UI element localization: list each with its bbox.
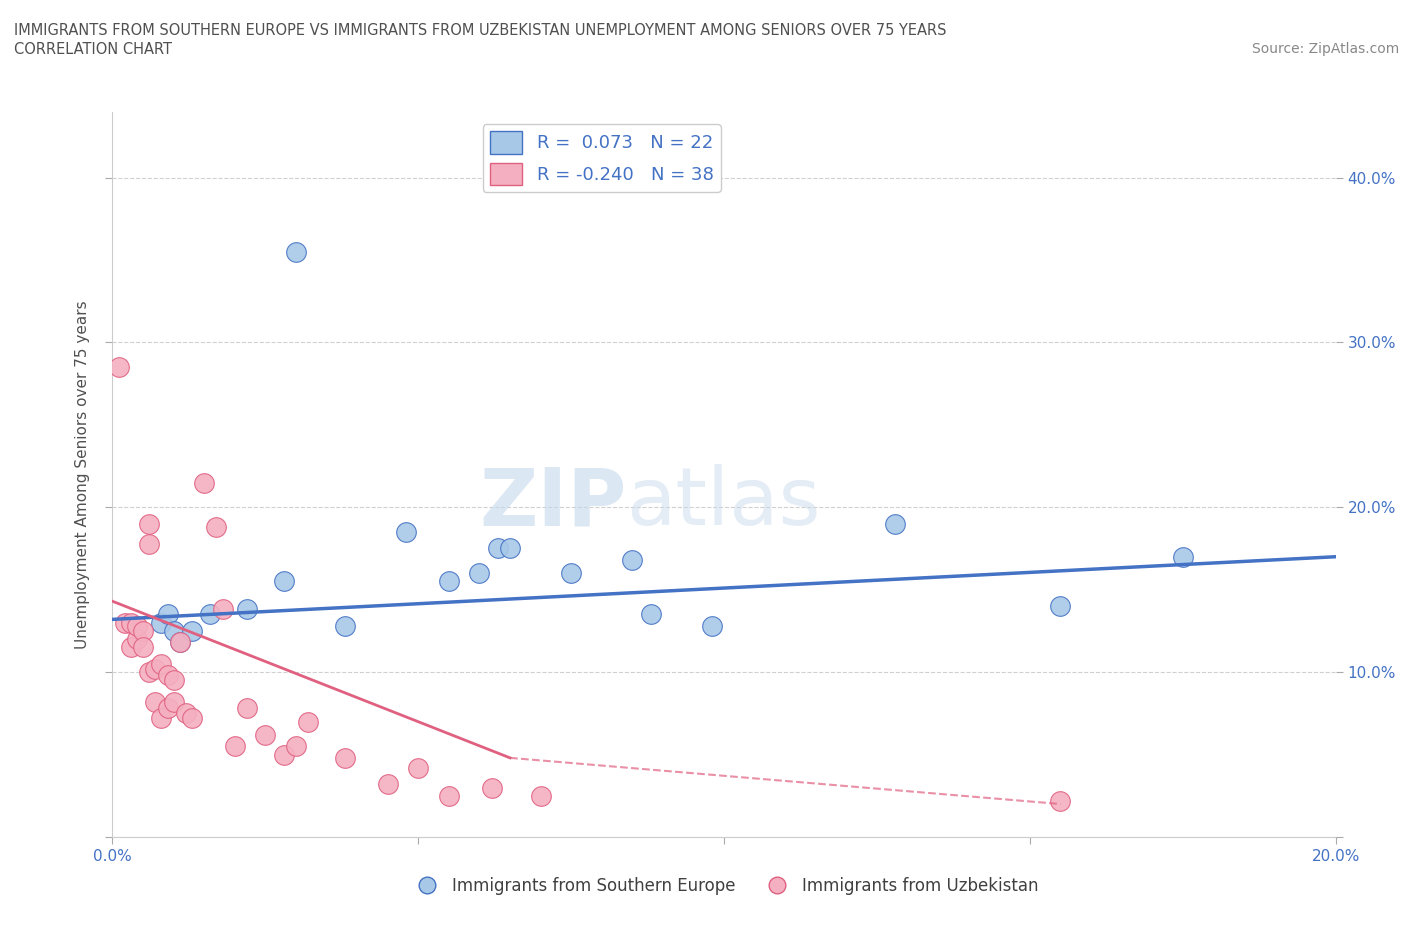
Point xyxy=(114,616,136,631)
Point xyxy=(437,789,460,804)
Text: ZIP: ZIP xyxy=(479,464,626,542)
Point xyxy=(1049,599,1071,614)
Point xyxy=(150,711,173,725)
Point xyxy=(138,665,160,680)
Point xyxy=(205,520,228,535)
Point xyxy=(333,751,356,765)
Point xyxy=(273,747,295,762)
Text: Source: ZipAtlas.com: Source: ZipAtlas.com xyxy=(1251,42,1399,56)
Point xyxy=(132,623,155,638)
Legend: Immigrants from Southern Europe, Immigrants from Uzbekistan: Immigrants from Southern Europe, Immigra… xyxy=(404,870,1045,901)
Point xyxy=(169,635,191,650)
Point xyxy=(181,711,204,725)
Point xyxy=(163,695,186,710)
Point xyxy=(150,616,173,631)
Point xyxy=(333,618,356,633)
Point xyxy=(163,623,186,638)
Text: atlas: atlas xyxy=(626,464,821,542)
Point xyxy=(138,536,160,551)
Point xyxy=(481,780,503,795)
Point xyxy=(700,618,723,633)
Point xyxy=(150,657,173,671)
Text: IMMIGRANTS FROM SOUTHERN EUROPE VS IMMIGRANTS FROM UZBEKISTAN UNEMPLOYMENT AMONG: IMMIGRANTS FROM SOUTHERN EUROPE VS IMMIG… xyxy=(14,23,946,38)
Point xyxy=(560,565,582,580)
Point xyxy=(621,552,644,567)
Point xyxy=(486,541,509,556)
Point xyxy=(408,761,430,776)
Point xyxy=(395,525,418,539)
Point xyxy=(884,516,907,531)
Text: CORRELATION CHART: CORRELATION CHART xyxy=(14,42,172,57)
Point xyxy=(254,727,277,742)
Point xyxy=(181,623,204,638)
Point xyxy=(169,635,191,650)
Point xyxy=(143,661,166,676)
Point xyxy=(236,602,259,617)
Point xyxy=(107,360,129,375)
Point xyxy=(468,565,491,580)
Point xyxy=(284,245,308,259)
Point xyxy=(120,640,142,655)
Point xyxy=(377,777,399,791)
Point xyxy=(125,631,148,646)
Point xyxy=(297,714,319,729)
Point xyxy=(284,738,308,753)
Point xyxy=(437,574,460,589)
Point xyxy=(224,738,246,753)
Point xyxy=(640,607,662,622)
Point xyxy=(156,607,179,622)
Point xyxy=(193,475,215,490)
Point xyxy=(530,789,553,804)
Point xyxy=(143,695,166,710)
Point xyxy=(211,602,233,617)
Point xyxy=(125,618,148,633)
Point xyxy=(499,541,522,556)
Point xyxy=(174,706,197,721)
Point xyxy=(156,701,179,716)
Point xyxy=(200,607,222,622)
Point xyxy=(1171,550,1194,565)
Point xyxy=(138,516,160,531)
Point xyxy=(120,616,142,631)
Point xyxy=(1049,793,1071,808)
Point xyxy=(273,574,295,589)
Y-axis label: Unemployment Among Seniors over 75 years: Unemployment Among Seniors over 75 years xyxy=(75,300,90,648)
Point xyxy=(236,701,259,716)
Point xyxy=(163,673,186,688)
Point xyxy=(156,668,179,683)
Point xyxy=(132,640,155,655)
